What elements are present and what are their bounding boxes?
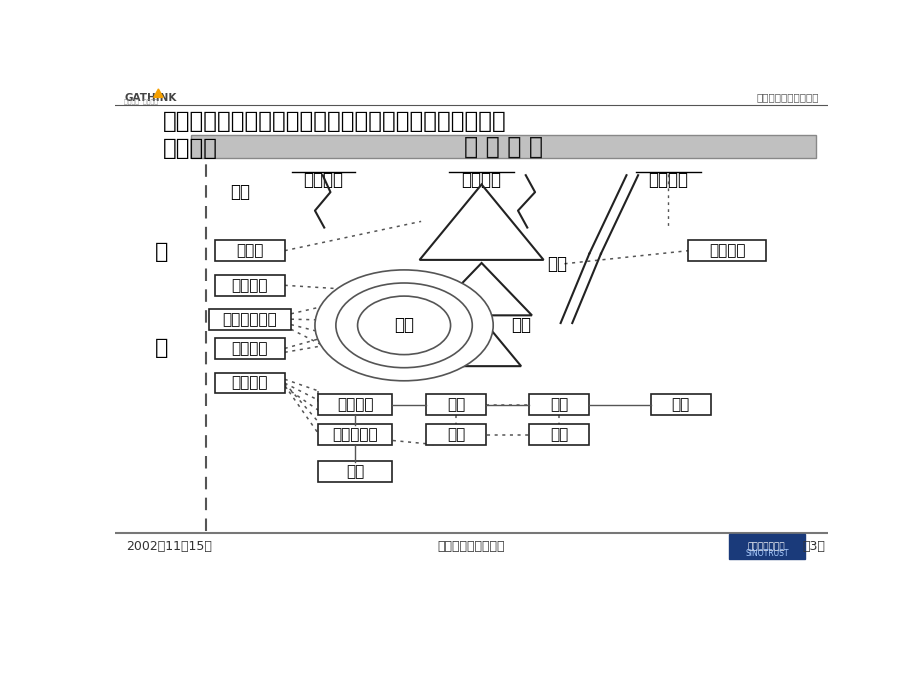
Text: 升迁: 升迁 <box>447 427 465 442</box>
FancyBboxPatch shape <box>318 424 391 445</box>
Text: 通: 通 <box>154 339 168 358</box>
Text: 保密文件、版权所有: 保密文件、版权所有 <box>437 540 505 553</box>
FancyBboxPatch shape <box>318 394 391 415</box>
Text: 津贴: 津贴 <box>550 427 568 442</box>
Text: 薪资: 薪资 <box>550 397 568 412</box>
FancyBboxPatch shape <box>425 394 486 415</box>
Text: 评估标准: 评估标准 <box>302 170 343 188</box>
Ellipse shape <box>335 283 471 368</box>
Text: 组织: 组织 <box>547 255 567 273</box>
FancyBboxPatch shape <box>215 275 284 296</box>
FancyBboxPatch shape <box>425 424 486 445</box>
Text: 本次项目的核心就是整合、丰富、完善国安创想人力资源
管理框架: 本次项目的核心就是整合、丰富、完善国安创想人力资源 管理框架 <box>163 110 506 160</box>
Text: 向通兴绿  战略咨询: 向通兴绿 战略咨询 <box>124 100 158 106</box>
FancyBboxPatch shape <box>209 309 290 330</box>
FancyBboxPatch shape <box>687 240 766 261</box>
Text: 沟: 沟 <box>154 242 168 262</box>
FancyBboxPatch shape <box>650 394 710 415</box>
Text: 国安创想绩效考核方案: 国安创想绩效考核方案 <box>755 92 818 102</box>
Text: 职业定位: 职业定位 <box>232 341 267 356</box>
FancyBboxPatch shape <box>215 240 284 261</box>
Text: 奖励: 奖励 <box>447 397 465 412</box>
Text: 个人: 个人 <box>393 316 414 335</box>
FancyBboxPatch shape <box>728 534 804 559</box>
Text: 企 业 文 化: 企 业 文 化 <box>463 135 542 159</box>
Text: 新华信管理咨询: 新华信管理咨询 <box>747 542 785 551</box>
Text: 第3页: 第3页 <box>801 540 824 553</box>
Text: 招聘: 招聘 <box>346 464 364 479</box>
Text: 个人发展规划: 个人发展规划 <box>222 312 277 326</box>
Text: 人才库: 人才库 <box>236 243 263 258</box>
Ellipse shape <box>314 270 493 381</box>
Text: 培训: 培训 <box>230 183 249 201</box>
Text: 福利: 福利 <box>671 397 689 412</box>
Text: GATHINK: GATHINK <box>124 93 176 103</box>
FancyBboxPatch shape <box>318 461 391 482</box>
FancyBboxPatch shape <box>215 373 284 393</box>
Text: 技能培养: 技能培养 <box>232 375 267 391</box>
FancyBboxPatch shape <box>191 135 815 158</box>
Text: 目标: 目标 <box>510 316 530 335</box>
Text: 人力规划: 人力规划 <box>709 243 744 258</box>
Polygon shape <box>153 89 163 97</box>
Text: SINOTRUST: SINOTRUST <box>744 549 788 558</box>
Text: 业务展望: 业务展望 <box>648 170 687 188</box>
Text: 试用期评估: 试用期评估 <box>332 427 378 442</box>
FancyBboxPatch shape <box>215 338 284 359</box>
Text: 管理系统: 管理系统 <box>461 170 501 188</box>
FancyBboxPatch shape <box>528 424 589 445</box>
FancyBboxPatch shape <box>528 394 589 415</box>
Text: 业绩考核: 业绩考核 <box>336 397 373 412</box>
Text: 职级晋升: 职级晋升 <box>232 278 267 293</box>
Ellipse shape <box>357 296 450 355</box>
Text: 2002年11月15日: 2002年11月15日 <box>127 540 212 553</box>
